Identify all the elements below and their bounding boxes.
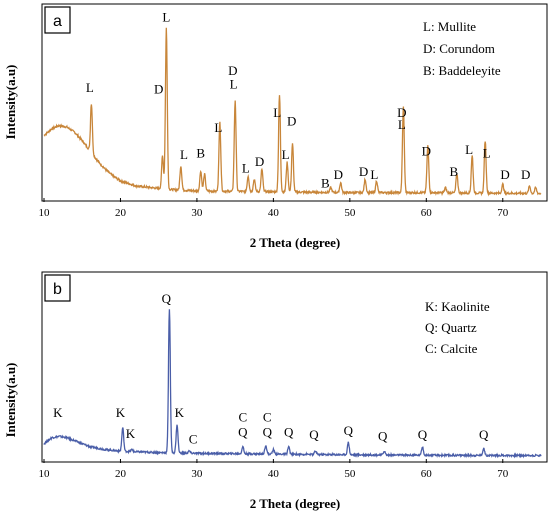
panel-b-peak-label-11: Q [309, 427, 319, 442]
panel-a-peak-label-6: D [228, 63, 237, 78]
panel-a-tag-box [44, 6, 71, 34]
panel-a-x-tick-label-20: 20 [115, 207, 127, 219]
panel-b-peak-label-6: C [238, 409, 247, 424]
panel-b-peak-label-8: C [263, 409, 272, 424]
panel-a-x-tick-label-10: 10 [39, 207, 51, 219]
panel-a-peak-label-19: D [422, 144, 431, 159]
panel-b-peak-label-1: K [116, 405, 126, 420]
panel-b-x-tick-label-30: 30 [191, 468, 203, 480]
legend-item-baddeleyite: B: Baddeleyite [423, 63, 501, 78]
panel-b-tag-box [44, 274, 71, 302]
panel-b-peak-label-9: Q [263, 424, 273, 439]
panel-a-peak-label-23: D [500, 167, 509, 182]
legend-item-mullite: L: Mullite [423, 19, 476, 34]
panel-a-x-tick-label-70: 70 [497, 207, 509, 219]
panel-a-frame [41, 3, 548, 202]
panel-b-x-tick-label-40: 40 [268, 468, 280, 480]
panel-a-legend: L: Mullite D: Corundom B: Baddeleyite [423, 19, 501, 78]
panel-b-x-tick-label-70: 70 [497, 468, 509, 480]
panel-b-peak-label-4: K [175, 405, 185, 420]
panel-b-x-tick-label-20: 20 [115, 468, 127, 480]
panel-a-peak-label-7: L [230, 76, 238, 91]
panel-b-peak-label-7: Q [238, 424, 248, 439]
panel-a-x-tick-label-30: 30 [191, 207, 203, 219]
panel-a-peak-label-4: B [196, 145, 205, 160]
panel-a-peak-label-15: D [359, 164, 368, 179]
panel-b-peak-label-15: Q [479, 427, 489, 442]
panel-b-x-tick-label-50: 50 [344, 468, 356, 480]
panel-b-peak-label-12: Q [344, 423, 354, 438]
panel-b-tag: b [53, 281, 62, 298]
panel-a-diffraction-line [43, 27, 542, 197]
panel-a-peak-label-12: D [287, 113, 296, 128]
panel-b-x-tick-label-60: 60 [421, 468, 433, 480]
panel-b-peak-label-14: Q [418, 427, 428, 442]
panel-a-peak-label-5: L [214, 120, 222, 135]
panel-b-legend: K: Kaolinite Q: Quartz C: Calcite [425, 299, 490, 356]
panel-b-peak-label-10: Q [284, 424, 294, 439]
panel-a-peak-label-24: D [521, 167, 530, 182]
panel-b-peak-label-5: C [189, 432, 198, 447]
panel-a-x-ticks: 10 20 30 40 50 60 70 [39, 198, 509, 219]
panel-b-x-ticks: 10 20 30 40 50 60 70 [39, 459, 509, 480]
panel-b-peak-label-13: Q [378, 429, 388, 444]
panel-b-peak-label-0: K [53, 405, 63, 420]
panel-b-frame [41, 271, 548, 463]
panel-a-peak-label-9: D [255, 154, 264, 169]
panel-a-y-axis-title: Intensity(a.u) [3, 65, 18, 140]
panel-a-peak-label-1: D [154, 82, 163, 97]
panel-a-x-tick-label-60: 60 [421, 207, 433, 219]
panel-a-x-tick-label-50: 50 [344, 207, 356, 219]
panel-a-peak-label-0: L [86, 80, 94, 95]
panel-a-peak-label-16: L [370, 167, 378, 182]
panel-a-peak-label-17: D [397, 105, 406, 120]
legend-item-calcite: C: Calcite [425, 341, 478, 356]
panel-a-peak-label-2: L [162, 9, 170, 24]
panel-a-peak-label-10: L [273, 105, 281, 120]
legend-item-corundom: D: Corundom [423, 41, 495, 56]
legend-item-quartz: Q: Quartz [425, 320, 477, 335]
panel-b-y-axis-title: Intensity(a.u) [3, 363, 18, 438]
panel-a-peak-label-14: D [334, 167, 343, 182]
legend-item-kaolinite: K: Kaolinite [425, 299, 490, 314]
panel-b-peak-label-2: K [126, 426, 136, 441]
panel-a-peak-label-8: L [242, 160, 250, 175]
panel-b-peak-label-3: Q [162, 291, 172, 306]
panel-a-peak-label-20: B [449, 164, 458, 179]
panel-a-peak-label-22: L [483, 145, 491, 160]
panel-b-diffraction-line [43, 309, 542, 459]
panel-a-peak-label-18: L [398, 117, 406, 132]
panel-a-x-tick-label-40: 40 [268, 207, 280, 219]
panel-a-peak-label-21: L [465, 142, 473, 157]
panel-a-peak-label-11: L [282, 147, 290, 162]
panel-b-x-tick-label-10: 10 [39, 468, 51, 480]
panel-a-peak-label-3: L [180, 147, 188, 162]
panel-b-x-axis-title: 2 Theta (degree) [250, 496, 341, 511]
panel-a-peak-label-13: B [321, 176, 330, 191]
panel-a-x-axis-title: 2 Theta (degree) [250, 235, 341, 250]
panel-a-tag: a [53, 13, 62, 30]
